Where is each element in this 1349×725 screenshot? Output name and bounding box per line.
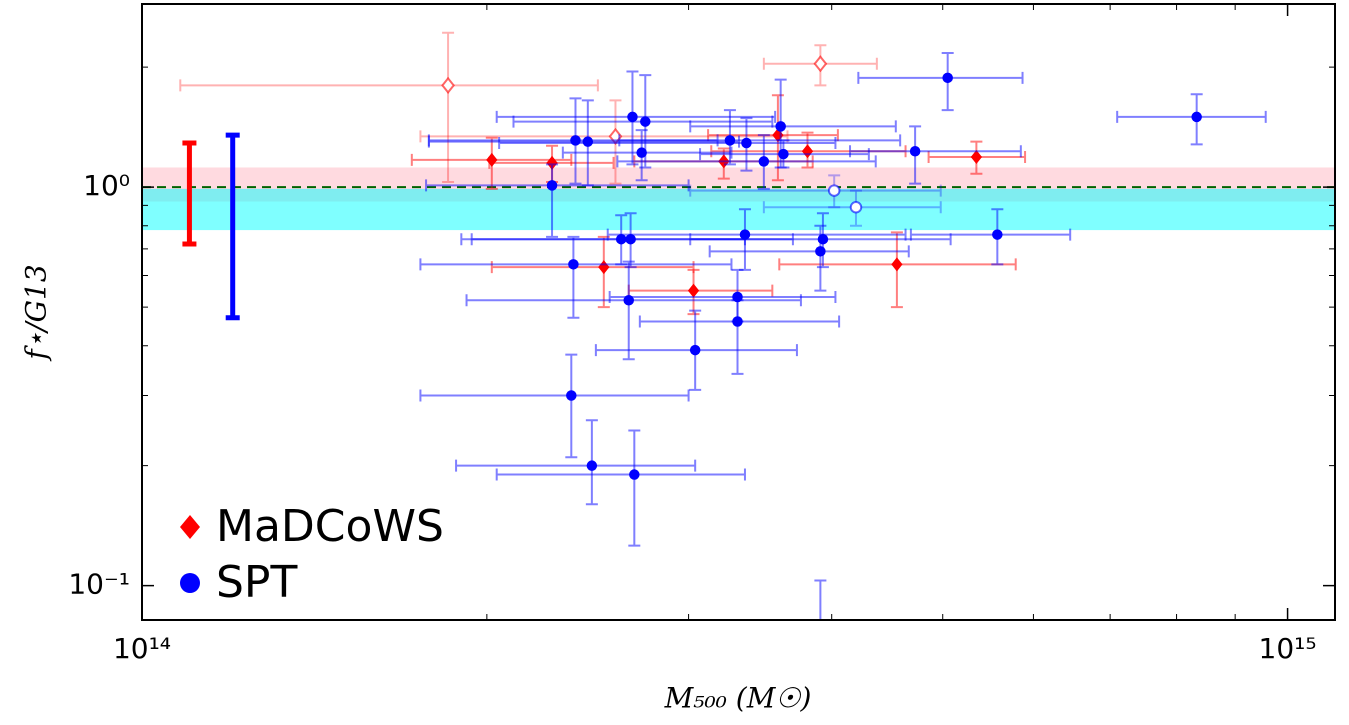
y-axis-label: f⋆/G13 (20, 264, 53, 361)
x-error-bar (495, 468, 746, 481)
x-tick-label: 10¹⁴ (113, 632, 171, 665)
y-error-bar (814, 224, 827, 292)
diamond-marker (687, 283, 700, 298)
circle-marker (724, 135, 736, 146)
y-error-bar (565, 353, 578, 459)
circle-marker (640, 116, 651, 127)
circle-marker (909, 146, 921, 157)
x-error-bar (857, 71, 1024, 84)
y-tick-label: 10⁰ (83, 169, 130, 202)
legend-marker (180, 573, 200, 593)
circle-marker (815, 642, 826, 653)
circle-marker (849, 201, 863, 214)
band (142, 188, 1335, 231)
x-tick-label: 10¹⁵ (1259, 632, 1317, 665)
circle-marker (629, 469, 640, 480)
x-axis-label: M₅₀₀ (M☉) (664, 682, 812, 715)
diamond-marker (441, 76, 455, 94)
x-error-bar (561, 146, 733, 159)
diamond-marker (486, 152, 498, 167)
diamond-marker (813, 55, 828, 73)
diamond-marker (970, 149, 982, 164)
diamond-marker (891, 257, 903, 272)
circle-marker (775, 121, 786, 132)
legend-label: MaDCoWS (216, 501, 444, 552)
x-error-bar (419, 389, 690, 402)
circle-marker (636, 147, 647, 158)
circle-marker (1191, 111, 1202, 123)
y-error-bar (546, 163, 559, 238)
circle-marker (732, 316, 743, 327)
x-error-bar (909, 228, 1072, 241)
plot-area (179, 31, 1267, 653)
x-error-bar (425, 179, 690, 192)
x-error-bar (455, 459, 697, 472)
y-error-bar (442, 31, 455, 183)
legend-label: SPT (216, 557, 297, 608)
circle-marker (625, 233, 636, 245)
circle-marker (778, 148, 789, 160)
circle-marker (815, 246, 826, 257)
circle-marker (689, 344, 701, 356)
circle-marker (758, 156, 770, 167)
y-error-bar (622, 260, 635, 361)
x-error-bar (627, 284, 774, 297)
circle-marker (568, 259, 579, 270)
y-error-bar (731, 299, 744, 375)
systematic-error-bar (225, 132, 240, 321)
y-error-bar (567, 235, 580, 319)
x-error-bar (708, 245, 910, 258)
circle-marker (582, 136, 594, 147)
y-error-bar (814, 579, 827, 620)
circle-marker (741, 137, 752, 149)
diamond-marker (598, 260, 610, 275)
circle-marker (546, 180, 558, 191)
x-error-bar (498, 137, 837, 150)
circle-marker (817, 233, 829, 245)
circle-marker (827, 184, 841, 197)
diamond-marker (801, 144, 814, 159)
circle-marker (942, 72, 953, 84)
y-error-bar (628, 429, 641, 547)
x-error-bar (490, 261, 695, 274)
y-tick-label: 10⁻¹ (68, 568, 130, 601)
axes: 10¹⁴ 10¹⁵ 10⁻¹ 10⁰ (68, 4, 1335, 665)
circle-marker (570, 135, 581, 146)
circle-marker (566, 390, 577, 401)
x-error-bar (179, 79, 599, 92)
x-error-bar (689, 184, 942, 197)
x-error-bar (849, 145, 1022, 158)
legend-marker (180, 515, 200, 539)
circle-marker (627, 111, 638, 123)
circle-marker (992, 229, 1003, 240)
circle-marker (586, 460, 598, 471)
x-error-bar (608, 290, 837, 303)
circle-marker (739, 229, 751, 240)
plot-frame (141, 3, 1336, 621)
systematic-error-bar (182, 140, 197, 247)
diamond-marker (546, 155, 558, 170)
x-error-bar (721, 641, 923, 653)
plot-background (142, 167, 1335, 231)
